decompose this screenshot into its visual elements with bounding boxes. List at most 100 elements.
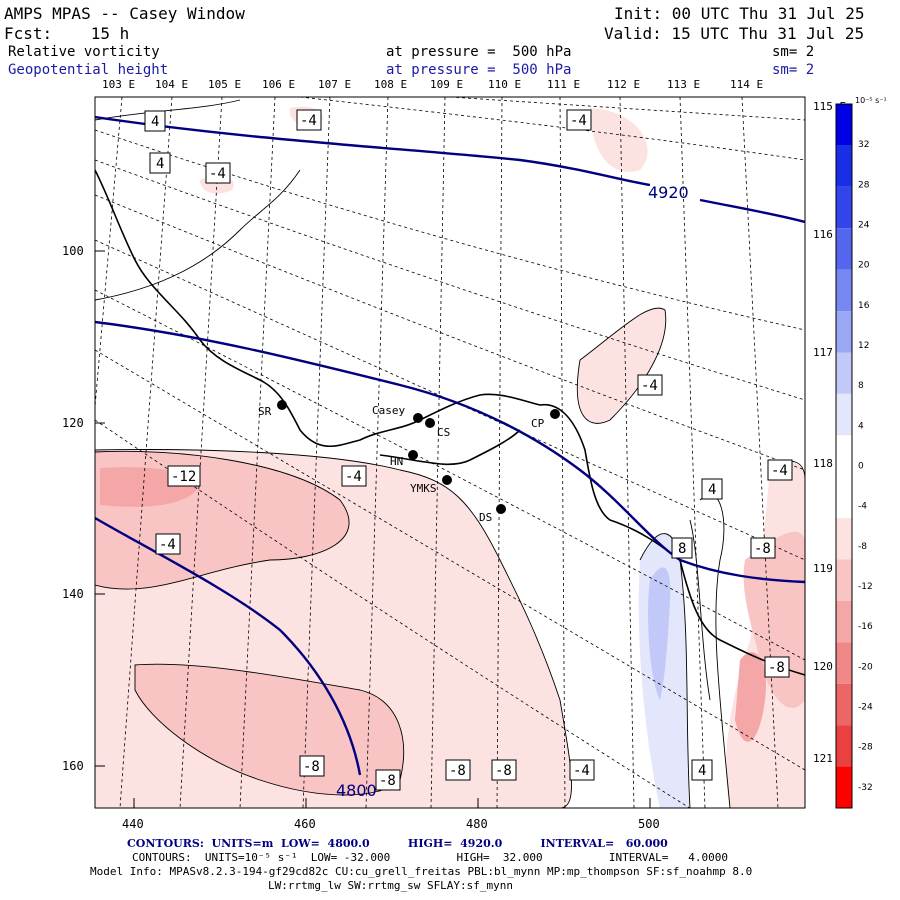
vort-label: -4	[637, 374, 663, 396]
svg-text:4: 4	[708, 482, 716, 498]
svg-text:-4: -4	[209, 166, 226, 182]
axis-ticks	[95, 250, 651, 808]
vort-label: 4	[691, 759, 713, 781]
vort-label: -8	[445, 759, 471, 781]
colorbar-label: -16	[858, 622, 873, 632]
colorbar-segment	[836, 435, 852, 477]
vort-label: -4	[767, 459, 793, 481]
station-label-ds: DS	[479, 511, 492, 524]
top-lon-label: 106 E	[262, 78, 296, 91]
top-lon-label: 113 E	[667, 78, 701, 91]
colorbar-segment	[836, 352, 852, 394]
vort-label: -4	[155, 533, 181, 555]
svg-text:500: 500	[638, 817, 660, 831]
top-lon-label: 109 E	[430, 78, 464, 91]
colorbar: 32 28 24 20 16 12 8 4 0 -4 -8 -12 -16 -20 -24 -28 -32	[835, 103, 873, 809]
svg-text:160: 160	[62, 759, 84, 773]
colorbar-segment	[836, 269, 852, 312]
vort-label: -12	[167, 465, 201, 487]
colorbar-label: 12	[858, 341, 869, 351]
colorbar-segment	[836, 186, 852, 229]
colorbar-segment	[836, 518, 852, 560]
app-title: AMPS MPAS -- Casey Window	[4, 4, 245, 23]
vort-label: -8	[491, 759, 517, 781]
top-lon-label: 105 E	[208, 78, 242, 91]
colorbar-segment	[836, 766, 852, 808]
top-lon-label: 108 E	[374, 78, 408, 91]
field1-sm: sm= 2	[772, 44, 815, 60]
colorbar-label: -28	[858, 743, 873, 753]
station-label-hn: HN	[390, 455, 403, 468]
station-dot-casey	[413, 413, 423, 423]
height-contour-labels: 4920 4800	[336, 183, 689, 800]
colorbar-segment	[836, 683, 852, 726]
top-lon-label: 104 E	[155, 78, 189, 91]
station-label-cp: CP	[531, 417, 545, 430]
vorticity-labels: -4 4 4 -4 -4 -4 -4 -12 -4 4 -4 -8 8 -8 -…	[144, 109, 793, 791]
footer-vorticity-contours: CONTOURS: UNITS=10⁻⁵ s⁻¹ LOW= -32.000 HI…	[132, 851, 729, 864]
colorbar-label: -24	[858, 703, 873, 713]
height-label-4920: 4920	[648, 183, 689, 202]
svg-text:-8: -8	[449, 763, 466, 779]
colorbar-label: 24	[858, 221, 870, 231]
vort-label: 8	[671, 537, 693, 559]
svg-text:460: 460	[294, 817, 316, 831]
svg-text:140: 140	[62, 587, 84, 601]
svg-text:-12: -12	[171, 469, 196, 485]
colorbar-segment	[836, 104, 852, 146]
vort-label: -8	[764, 656, 790, 678]
svg-text:440: 440	[122, 817, 144, 831]
svg-text:8: 8	[678, 541, 686, 557]
colorbar-label: 0	[858, 462, 864, 472]
colorbar-label: 20	[858, 261, 870, 271]
footer-height-contours: CONTOURS: UNITS=m LOW= 4800.0 HIGH= 4920…	[127, 837, 668, 850]
x-tick-labels: 440 460 480 500	[122, 817, 660, 831]
footer-physics: LW:rrtmg_lw SW:rrtmg_sw SFLAY:sf_mynn	[268, 879, 514, 892]
top-lon-label: 107 E	[318, 78, 352, 91]
field1-level: at pressure = 500 hPa	[386, 44, 572, 60]
footer-model-info: Model Info: MPASv8.2.3-194-gf29cd82c CU:…	[90, 865, 753, 878]
svg-text:-4: -4	[345, 469, 362, 485]
plot-area	[95, 97, 805, 808]
colorbar-frame	[835, 103, 853, 809]
station-label-ymks: YMKS	[410, 482, 437, 495]
top-lon-label: 112 E	[607, 78, 641, 91]
station-dot-cs	[425, 418, 435, 428]
svg-text:-4: -4	[771, 463, 788, 479]
vort-label: -4	[566, 109, 592, 131]
field1-name: Relative vorticity	[8, 44, 160, 60]
vort-label: -8	[375, 769, 401, 791]
svg-text:100: 100	[62, 244, 84, 258]
forecast-hour: Fcst: 15 h	[4, 24, 130, 43]
vort-label: -8	[750, 537, 776, 559]
vort-label: -4	[569, 759, 595, 781]
svg-text:-8: -8	[495, 763, 512, 779]
vorticity-shading	[95, 106, 805, 808]
vort-label: 4	[144, 110, 166, 132]
valid-time: Valid: 15 UTC Thu 31 Jul 25	[604, 24, 865, 43]
station-markers	[277, 400, 560, 514]
top-lon-label: 114 E	[730, 78, 764, 91]
height-contours	[95, 115, 805, 776]
svg-text:-8: -8	[303, 759, 320, 775]
colorbar-label: -32	[858, 783, 873, 793]
top-lon-label: 103 E	[102, 78, 136, 91]
station-dot-ymks	[442, 475, 452, 485]
colorbar-segment	[836, 642, 852, 684]
svg-text:-8: -8	[379, 773, 396, 789]
colorbar-segment	[836, 725, 852, 767]
station-dot-hn	[408, 450, 418, 460]
vort-label: -4	[296, 109, 322, 131]
station-label-casey: Casey	[372, 404, 405, 417]
colorbar-segment	[836, 145, 852, 187]
station-dot-sr	[277, 400, 287, 410]
field2-level: at pressure = 500 hPa	[386, 62, 572, 78]
colorbar-label: -4	[858, 502, 867, 512]
svg-text:-8: -8	[754, 541, 771, 557]
svg-text:-4: -4	[641, 378, 658, 394]
svg-text:4: 4	[156, 156, 164, 172]
svg-text:-8: -8	[768, 660, 785, 676]
plot-frame	[94, 96, 806, 809]
colorbar-label: -12	[858, 582, 873, 592]
